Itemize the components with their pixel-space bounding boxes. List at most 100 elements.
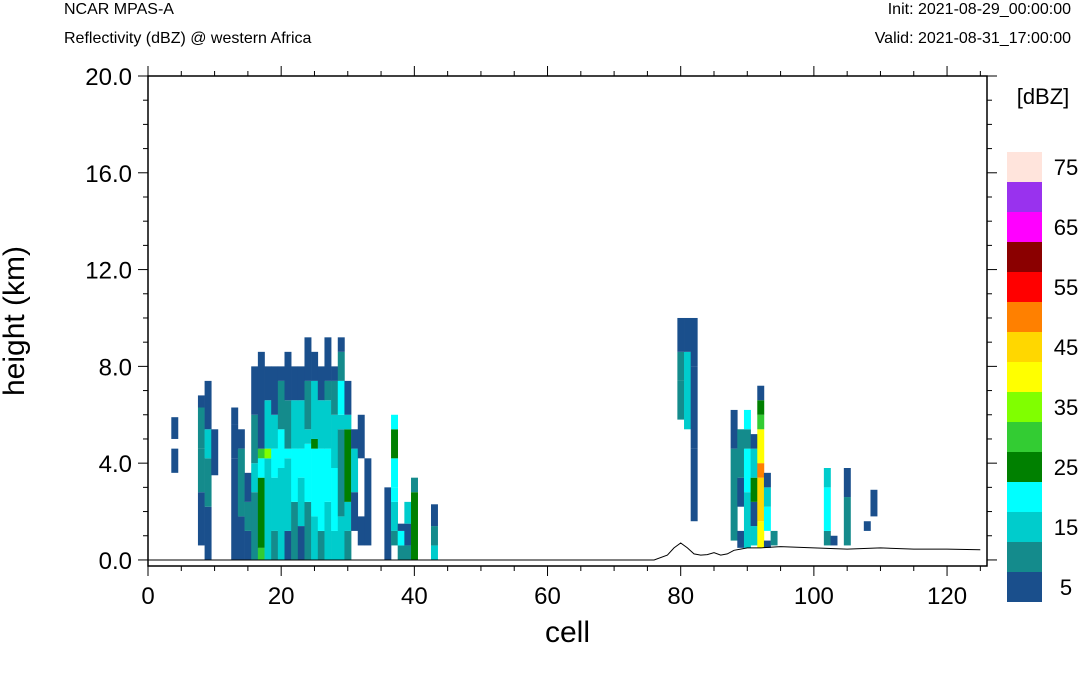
reflectivity-cell [757, 429, 765, 464]
reflectivity-cell [750, 526, 758, 546]
reflectivity-cell [284, 530, 292, 560]
reflectivity-cell [297, 477, 305, 527]
reflectivity-cell [237, 448, 245, 517]
field-title: Reflectivity (dBZ) @ western Africa [64, 30, 312, 47]
terrain-line [148, 542, 981, 561]
reflectivity-cell [297, 526, 305, 560]
reflectivity-cell [264, 366, 272, 401]
reflectivity-cell [297, 366, 305, 401]
reflectivity-cell [271, 530, 279, 560]
reflectivity-cell [391, 487, 399, 502]
reflectivity-cell [317, 448, 325, 531]
reflectivity-cell [257, 547, 265, 560]
reflectivity-cell [331, 366, 339, 381]
colorbar-label: 15 [1054, 515, 1078, 540]
reflectivity-cell [690, 448, 698, 522]
reflectivity-cell [284, 458, 292, 531]
reflectivity-cell [337, 516, 345, 560]
colorbar: 5 15 25 35 45 55 65 75 [1007, 152, 1078, 602]
reflectivity-cell [331, 414, 339, 468]
reflectivity-cell [257, 351, 265, 449]
reflectivity-cell [743, 409, 751, 430]
plot-frame [147, 75, 988, 567]
reflectivity-cell [397, 523, 405, 531]
colorbar-swatch [1007, 182, 1042, 212]
reflectivity-cell [297, 448, 305, 478]
reflectivity-cell [237, 429, 245, 449]
x-tick-label: 0 [141, 583, 154, 610]
reflectivity-cell [277, 468, 285, 560]
x-tick-label: 60 [534, 583, 561, 610]
y-axis-title: height (km) [0, 246, 31, 396]
x-tick-label: 40 [401, 583, 428, 610]
y-tick-label: 12.0 [85, 258, 132, 285]
reflectivity-cell [843, 497, 851, 546]
reflectivity-cell [763, 506, 771, 531]
reflectivity-cell [384, 487, 392, 560]
reflectivity-cell [830, 535, 838, 546]
reflectivity-cell [411, 477, 418, 493]
reflectivity-cell [197, 448, 205, 493]
reflectivity-cell [364, 458, 372, 546]
reflectivity-cell [404, 501, 412, 524]
reflectivity-cell [344, 380, 352, 415]
reflectivity-cell [304, 380, 312, 430]
reflectivity-cell [757, 385, 765, 401]
reflectivity-cell [171, 448, 179, 473]
reflectivity-cell [304, 501, 312, 560]
reflectivity-cell [204, 380, 212, 430]
reflectivity-cell [391, 458, 399, 488]
reflectivity-cell [351, 429, 359, 449]
reflectivity-cell [277, 380, 285, 430]
reflectivity-cell [331, 530, 339, 560]
colorbar-swatch [1007, 332, 1042, 362]
reflectivity-cell [763, 487, 771, 507]
colorbar-label: 75 [1054, 155, 1078, 180]
y-tick-labels: 0.0 4.0 8.0 12.0 16.0 20.0 [85, 64, 132, 575]
reflectivity-cell [730, 409, 738, 449]
reflectivity-cell [204, 429, 212, 459]
reflectivity-cell [737, 530, 745, 548]
reflectivity-cell [211, 429, 219, 476]
reflectivity-cell [770, 530, 778, 546]
reflectivity-cell [297, 400, 305, 449]
reflectivity-cell [870, 489, 878, 517]
colorbar-swatch [1007, 392, 1042, 422]
reflectivity-cell [197, 407, 205, 449]
reflectivity-cell [264, 458, 272, 560]
reflectivity-cell [404, 545, 412, 560]
reflectivity-cell [391, 414, 399, 430]
reflectivity-cell [337, 351, 345, 381]
reflectivity-cell [204, 458, 212, 507]
colorbar-swatch [1007, 302, 1042, 332]
colorbar-label: 55 [1054, 275, 1078, 300]
reflectivity-cell [730, 448, 738, 541]
colorbar-title: [dBZ] [1017, 84, 1070, 109]
y-tick-label: 0.0 [99, 548, 132, 575]
reflectivity-cell [271, 414, 279, 449]
reflectivity-cell [324, 337, 332, 381]
y-tick-label: 20.0 [85, 64, 132, 91]
reflectivity-cells [171, 317, 878, 560]
reflectivity-cell [264, 448, 272, 459]
reflectivity-cell [391, 501, 399, 531]
reflectivity-cell [311, 351, 319, 381]
reflectivity-cell [863, 521, 871, 531]
reflectivity-cell [337, 429, 345, 517]
reflectivity-cell [763, 540, 771, 548]
reflectivity-cell [171, 417, 179, 439]
reflectivity-cell [197, 492, 205, 546]
reflectivity-cell [317, 400, 325, 449]
reflectivity-cell [351, 448, 359, 493]
reflectivity-cell [677, 380, 685, 420]
reflectivity-cell [344, 501, 352, 531]
reflectivity-cell [843, 468, 851, 498]
colorbar-label: 5 [1060, 575, 1072, 600]
colorbar-swatch [1007, 242, 1042, 272]
reflectivity-cell [357, 414, 365, 459]
reflectivity-cell [391, 429, 399, 459]
reflectivity-cell [337, 380, 345, 415]
reflectivity-cell [304, 443, 312, 502]
reflectivity-cell [257, 458, 265, 478]
reflectivity-cell [357, 516, 365, 546]
